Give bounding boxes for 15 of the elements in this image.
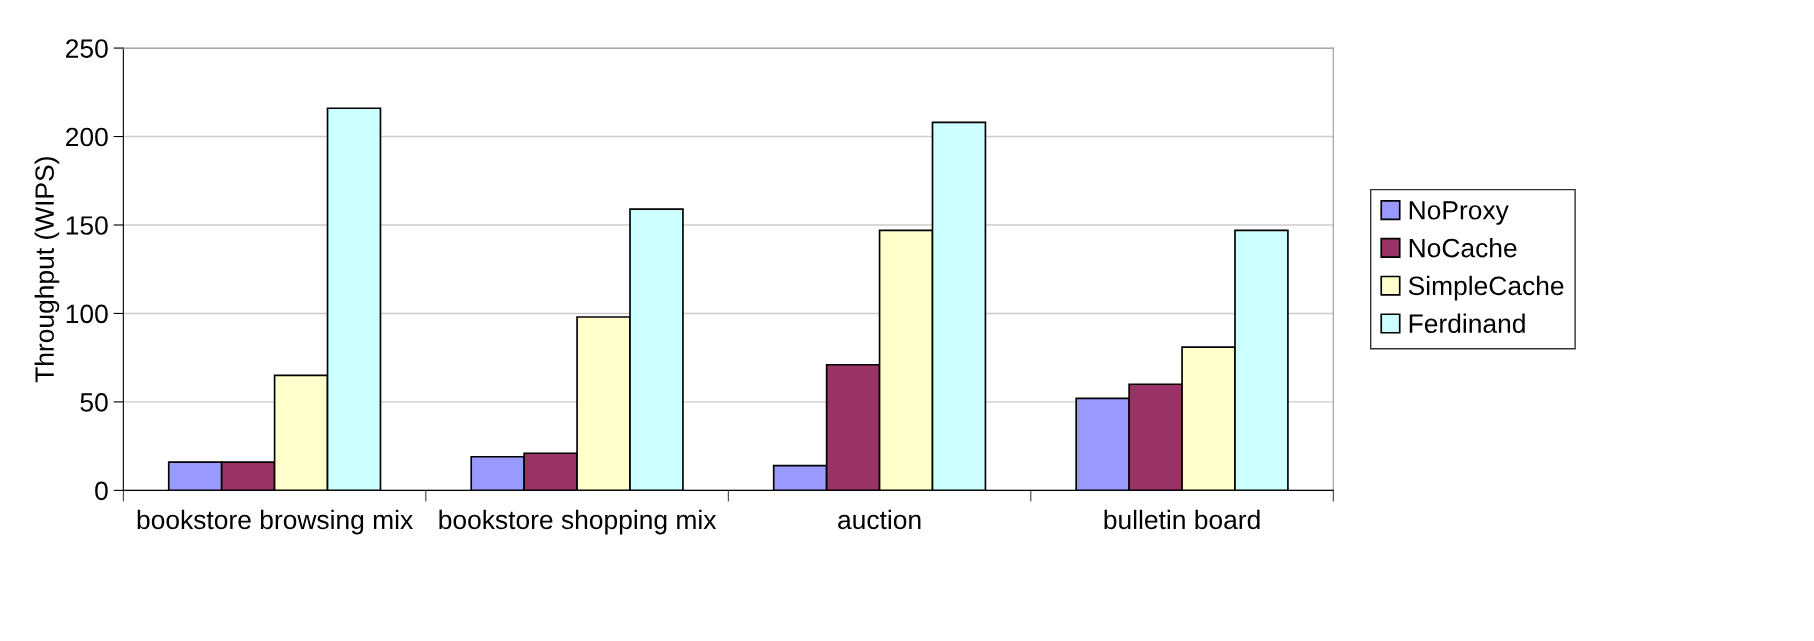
x-tick-label: bulletin board (1104, 509, 1260, 530)
legend-label: NoProxy (1409, 201, 1509, 225)
legend-label: SimpleCache (1408, 275, 1564, 301)
y-tick-label: 50 (80, 393, 108, 412)
y-tick-label: 250 (66, 39, 108, 58)
y-tick-label: 150 (66, 216, 108, 235)
y-tick-label: 100 (66, 304, 108, 324)
x-tick-label: bookstore browsing mix (137, 509, 413, 535)
x-tick-label: auction (838, 509, 921, 530)
y-tick-label: 200 (66, 127, 108, 147)
y-axis-title: Throughput (WIPS) (34, 157, 60, 383)
y-tick-label: 0 (95, 481, 108, 501)
legend-label: Ferdinand (1409, 313, 1525, 333)
x-tick-label: bookstore shopping mix (439, 509, 717, 535)
legend-label: NoCache (1409, 238, 1517, 258)
